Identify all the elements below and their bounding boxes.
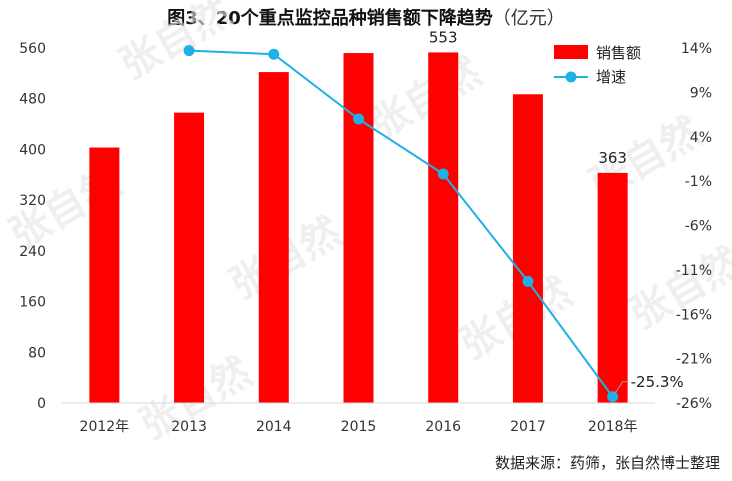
- left-tick-label: 480: [19, 92, 46, 108]
- right-tick-label: -26%: [676, 396, 712, 412]
- growth-point-5: [607, 391, 619, 403]
- right-tick-label: 9%: [690, 85, 712, 101]
- right-tick-label: -6%: [685, 219, 712, 235]
- growth-point-4: [522, 275, 534, 287]
- x-tick-label: 2017: [510, 419, 546, 435]
- bar-4: [428, 52, 459, 403]
- growth-point-2: [353, 113, 364, 125]
- right-tick-label: -1%: [685, 174, 712, 190]
- source-note: 数据来源：药筛，张自然博士整理: [494, 454, 720, 472]
- data-labels: 553 363 -25.3%: [429, 28, 684, 395]
- growth-point-3: [437, 168, 449, 180]
- bar-5: [512, 94, 543, 403]
- chart-title: 图3、20个重点监控品种销售额下降趋势（亿元）: [0, 4, 732, 30]
- bar-0: [89, 147, 120, 403]
- label-leader: [614, 381, 629, 395]
- title-unit: （亿元）: [492, 8, 565, 29]
- legend-line-marker: [565, 71, 577, 83]
- left-tick-label: 240: [19, 244, 46, 260]
- watermark-text: 张自然: [622, 239, 732, 339]
- right-tick-label: -11%: [676, 263, 712, 279]
- bar-data-label: 553: [429, 28, 458, 46]
- line-data-label: -25.3%: [631, 373, 684, 391]
- left-tick-label: 160: [19, 295, 46, 311]
- bar-series: [89, 52, 628, 404]
- x-tick-label: 2013: [171, 419, 207, 435]
- growth-line: [189, 49, 614, 398]
- bar-3: [343, 53, 374, 403]
- legend-bar-label: 销售额: [596, 44, 641, 62]
- left-tick-label: 400: [19, 142, 46, 158]
- title-text: 图3、20个重点监控品种销售额下降趋势: [167, 8, 493, 29]
- x-tick-label: 2014: [256, 419, 292, 435]
- right-tick-label: 4%: [690, 130, 712, 146]
- bar-6: [597, 172, 628, 403]
- left-tick-label: 560: [19, 41, 46, 57]
- axes: 0 80 160 240 320 400 480 560 14% 9% 4% -1% -6% -11% -1…: [19, 41, 712, 435]
- left-tick-label: 80: [28, 345, 46, 361]
- x-tick-label: 2015: [341, 419, 377, 435]
- bar-data-label: 363: [598, 149, 627, 167]
- legend-line-label: 增速: [596, 68, 626, 86]
- x-tick-label: 2016: [425, 419, 461, 435]
- right-tick-label: -21%: [676, 352, 712, 368]
- watermark-text: 张自然: [112, 0, 239, 89]
- x-tick-label: 2012年: [80, 419, 130, 435]
- x-tick-label: 2018年: [588, 419, 638, 435]
- right-tick-label: 14%: [681, 41, 712, 57]
- bar-1: [174, 112, 205, 404]
- left-tick-label: 320: [19, 193, 46, 209]
- right-tick-label: -16%: [676, 307, 712, 323]
- growth-point-1: [268, 48, 280, 60]
- legend-bar-swatch: [554, 45, 588, 59]
- growth-point-0: [183, 45, 195, 57]
- bar-2: [258, 72, 289, 403]
- left-tick-label: 0: [37, 396, 46, 412]
- line-series: [183, 45, 619, 403]
